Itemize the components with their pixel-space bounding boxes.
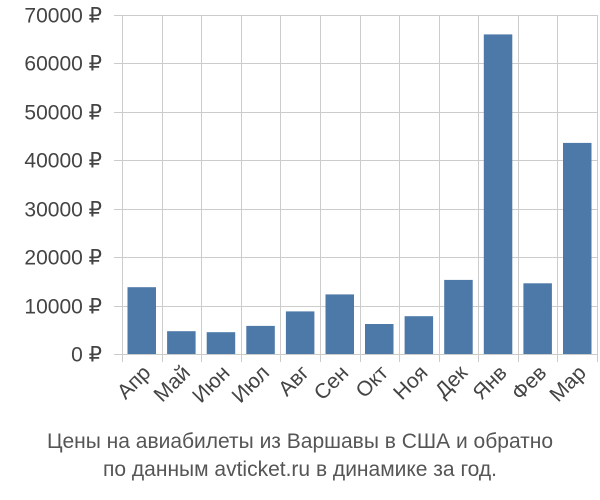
bar [325,294,354,354]
y-tick-label: 40000 ₽ [24,150,102,173]
x-tick-label: Авг [274,361,314,401]
x-tick-label: Янв [468,361,511,404]
y-tick-label: 60000 ₽ [24,53,102,76]
bars [127,34,592,355]
bar [483,34,513,355]
bar [404,316,434,354]
y-tick-label: 70000 ₽ [24,5,102,28]
caption-line-2: по данным avticket.ru в динамике за год. [103,458,497,481]
chart-caption: Цены на авиабилеты из Варшавы в США и об… [0,428,600,484]
x-tick-label: Сен [310,361,353,404]
y-tick-label: 10000 ₽ [24,296,102,319]
x-tick-label: Дек [431,361,473,403]
bar [365,324,394,354]
x-tick-label: Окт [352,361,394,403]
grid-lines [114,15,598,362]
y-tick-label: 20000 ₽ [24,247,102,270]
y-tick-label: 30000 ₽ [24,199,102,222]
x-tick-label: Апр [113,361,155,403]
bar [285,311,315,354]
caption-line-1: Цены на авиабилеты из Варшавы в США и об… [46,430,554,453]
bar [523,283,552,354]
x-tick-label: Ноя [389,361,432,404]
x-tick-label: Фев [507,361,551,405]
x-tick-label: Мар [545,361,590,406]
bar [167,331,196,354]
bar [246,325,275,354]
y-axis-ticks: 0 ₽ 10000 ₽ 20000 ₽ 30000 ₽ 40000 ₽ 50000 ₽ 60… [24,5,102,367]
bar [206,332,236,354]
bar [127,287,156,354]
bar [444,279,473,354]
x-tick-label: Май [150,361,195,406]
bar [563,142,592,354]
y-tick-label: 50000 ₽ [24,102,102,125]
y-tick-label: 0 ₽ [71,344,102,367]
x-tick-label: Июн [188,361,234,407]
x-tick-label: Июл [228,361,274,407]
bar-chart: 0 ₽ 10000 ₽ 20000 ₽ 30000 ₽ 40000 ₽ 50000 ₽ 60… [24,5,598,408]
